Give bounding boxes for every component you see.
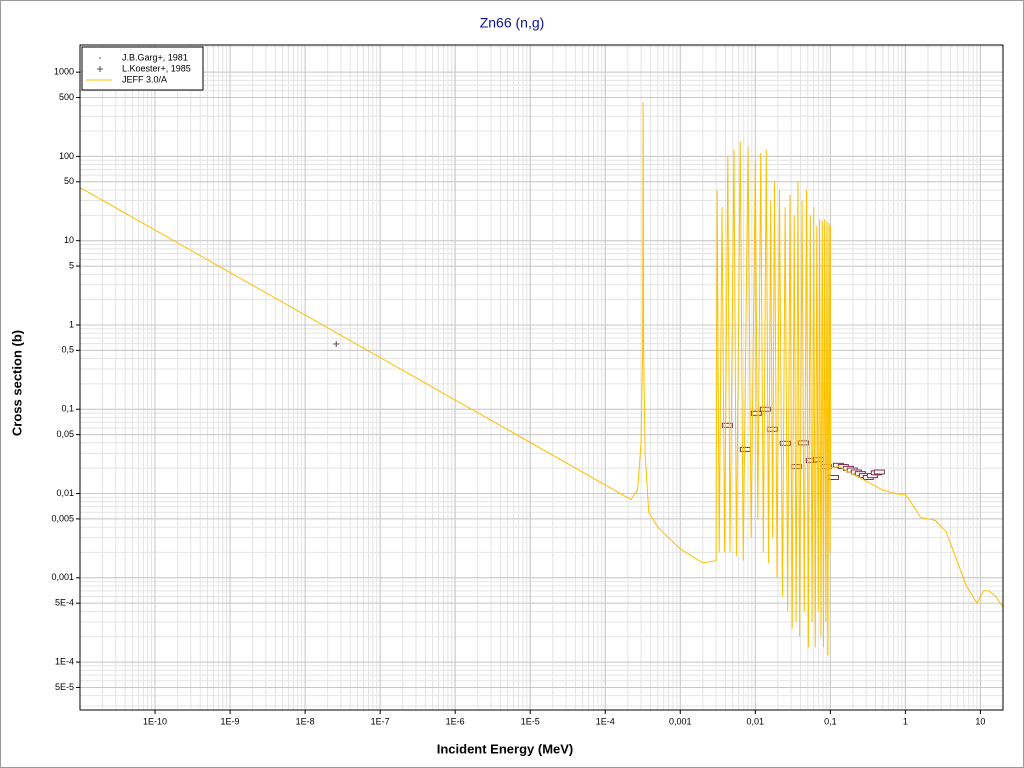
x-tick-label: 1E-7 xyxy=(371,716,390,726)
x-tick-label: 1E-5 xyxy=(521,716,540,726)
y-tick-label: 5E-5 xyxy=(55,682,74,692)
x-tick-label: 0,001 xyxy=(669,716,692,726)
legend-swatch xyxy=(97,66,103,72)
y-tick-label: 500 xyxy=(59,92,74,102)
legend-swatch xyxy=(99,57,101,59)
data-point xyxy=(333,341,340,348)
x-axis-label: Incident Energy (MeV) xyxy=(437,741,574,756)
x-tick-label: 1E-10 xyxy=(143,716,167,726)
y-axis-label: Cross section (b) xyxy=(9,330,24,436)
data-point xyxy=(739,446,751,452)
plot-marks xyxy=(80,102,1003,656)
y-tick-label: 1000 xyxy=(54,67,74,77)
data-point xyxy=(779,440,791,446)
y-tick-label: 100 xyxy=(59,151,74,161)
y-tick-label: 1E-4 xyxy=(55,656,74,666)
x-tick-label: 0,1 xyxy=(824,716,837,726)
y-tick-label: 5 xyxy=(69,260,74,270)
legend-label: L.Koester+, 1985 xyxy=(122,63,191,73)
x-tick-label: 0,01 xyxy=(747,716,765,726)
legend-label: J.B.Garg+, 1981 xyxy=(122,52,188,62)
x-tick-label: 10 xyxy=(975,716,985,726)
y-tick-label: 0,005 xyxy=(51,513,74,523)
data-point xyxy=(759,406,771,412)
y-tick-label: 0,1 xyxy=(61,404,74,414)
legend-label: JEFF 3.0/A xyxy=(122,74,167,84)
data-point xyxy=(873,469,885,475)
y-tick-label: 0,05 xyxy=(56,429,74,439)
x-tick-label: 1E-6 xyxy=(446,716,465,726)
y-tick-label: 50 xyxy=(64,176,74,186)
data-point xyxy=(750,410,762,416)
y-tick-label: 1 xyxy=(69,319,74,329)
x-tick-label: 1 xyxy=(903,716,908,726)
x-tick-label: 1E-9 xyxy=(221,716,240,726)
y-tick-label: 0,01 xyxy=(56,488,74,498)
x-tick-label: 1E-4 xyxy=(596,716,615,726)
y-tick-label: 5E-4 xyxy=(55,598,74,608)
y-tick-label: 10 xyxy=(64,235,74,245)
y-tick-label: 0,5 xyxy=(61,345,74,355)
data-point xyxy=(721,422,733,428)
grid xyxy=(80,45,1003,710)
plot-border xyxy=(79,44,1004,711)
x-tick-label: 1E-8 xyxy=(296,716,315,726)
data-line xyxy=(80,102,1003,656)
chart-title: Zn66 (n,g) xyxy=(480,15,545,31)
y-tick-label: 0,001 xyxy=(51,572,74,582)
